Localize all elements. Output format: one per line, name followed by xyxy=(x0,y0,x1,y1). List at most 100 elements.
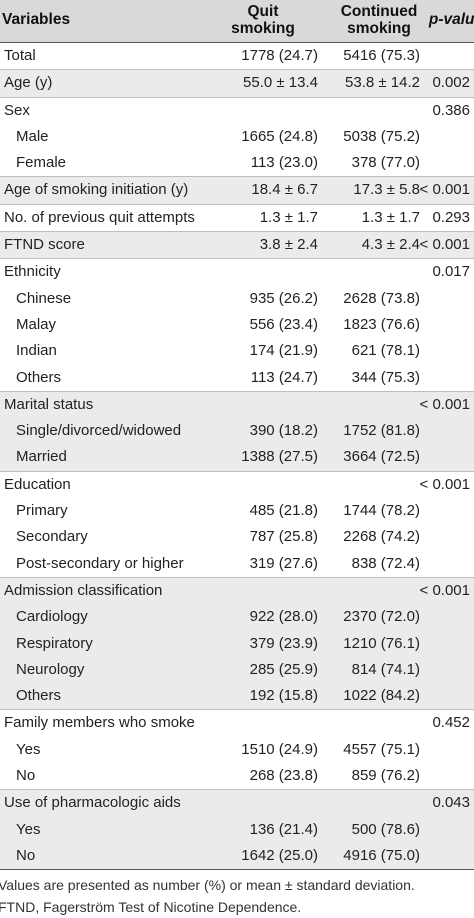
row-label: No. of previous quit attempts xyxy=(4,208,195,226)
row-label: Female xyxy=(16,154,67,172)
row-label: Others xyxy=(16,368,62,386)
row-quit-value: 390 (18.2) xyxy=(249,422,318,440)
row-p-value: < 0.001 xyxy=(419,395,470,413)
row-p-value: 0.452 xyxy=(432,714,470,732)
header-quit-smoking: Quit smoking xyxy=(208,3,318,37)
table-row: Ethnicity 0.017 xyxy=(0,258,474,285)
row-continued-value: 5416 (75.3) xyxy=(343,47,420,64)
row-continued-value: 1823 (76.6) xyxy=(343,315,420,333)
row-quit-value: 55.0 ± 13.4 xyxy=(243,74,318,92)
table-row: Female 113 (23.0) 378 (77.0) xyxy=(0,150,474,176)
table-row: Secondary 787 (25.8) 2268 (74.2) xyxy=(0,524,474,550)
row-quit-value: 192 (15.8) xyxy=(249,687,318,705)
row-label: Respiratory xyxy=(16,634,93,652)
header-p-value: p-value xyxy=(428,11,474,28)
row-continued-value: 1.3 ± 1.7 xyxy=(361,208,420,226)
row-p-value: 0.002 xyxy=(432,74,470,92)
row-quit-value: 556 (23.4) xyxy=(249,315,318,333)
table-row: Neurology 285 (25.9) 814 (74.1) xyxy=(0,656,474,684)
row-continued-value: 1752 (81.8) xyxy=(343,422,420,440)
row-continued-value: 2268 (74.2) xyxy=(343,528,420,546)
row-label: Others xyxy=(16,687,62,705)
table-row: Cardiology 922 (28.0) 2370 (72.0) xyxy=(0,604,474,631)
header-quit-line2: smoking xyxy=(231,20,295,37)
table-row: Malay 556 (23.4) 1823 (76.6) xyxy=(0,312,474,338)
row-continued-value: 621 (78.1) xyxy=(351,342,420,360)
row-quit-value: 113 (24.7) xyxy=(250,368,318,386)
row-label: Secondary xyxy=(16,528,88,546)
row-label: Single/divorced/widowed xyxy=(16,422,182,440)
row-quit-value: 1510 (24.9) xyxy=(241,740,318,758)
row-label: Education xyxy=(4,475,71,493)
row-label: Use of pharmacologic aids xyxy=(4,794,181,812)
table-row: Respiratory 379 (23.9) 1210 (76.1) xyxy=(0,630,474,657)
row-continued-value: 344 (75.3) xyxy=(351,368,420,386)
row-label: Sex xyxy=(4,101,30,119)
row-label: Yes xyxy=(16,820,41,838)
table-row: Married 1388 (27.5) 3664 (72.5) xyxy=(0,444,474,471)
row-p-value: < 0.001 xyxy=(419,181,470,199)
table-row: No 268 (23.8) 859 (76.2) xyxy=(0,763,474,789)
row-quit-value: 935 (26.2) xyxy=(249,289,318,307)
row-label: FTND score xyxy=(4,236,85,254)
row-continued-value: 814 (74.1) xyxy=(351,660,420,678)
table-row: Age of smoking initiation (y) 18.4 ± 6.7 1… xyxy=(0,176,474,204)
row-p-value: < 0.001 xyxy=(419,475,470,493)
footnote-ftnd: FTND, Fagerström Test of Nicotine Depend… xyxy=(0,899,302,916)
row-p-value: 0.293 xyxy=(432,208,470,226)
row-p-value: < 0.001 xyxy=(419,581,470,599)
table-row: Use of pharmacologic aids 0.043 xyxy=(0,789,474,817)
row-quit-value: 268 (23.8) xyxy=(249,767,318,785)
table-header: Variables Quit smoking Continued smoking… xyxy=(0,0,474,43)
row-label: Family members who smoke xyxy=(4,714,195,732)
header-cont-line2: smoking xyxy=(347,20,411,37)
row-label: Indian xyxy=(16,342,57,360)
table-row: Post-secondary or higher 319 (27.6) 838 (7… xyxy=(0,551,474,577)
row-quit-value: 174 (21.9) xyxy=(249,342,318,360)
row-label: Admission classification xyxy=(4,581,163,599)
table-row: Admission classification < 0.001 xyxy=(0,576,474,605)
row-quit-value: 113 (23.0) xyxy=(250,154,318,172)
row-continued-value: 5038 (75.2) xyxy=(343,127,420,145)
row-label: Marital status xyxy=(4,395,94,413)
row-quit-value: 3.8 ± 2.4 xyxy=(259,236,318,254)
row-continued-value: 17.3 ± 5.8 xyxy=(353,181,420,199)
row-p-value: 0.386 xyxy=(432,101,470,119)
row-label: Ethnicity xyxy=(4,263,61,281)
row-label: Chinese xyxy=(16,289,72,307)
row-quit-value: 922 (28.0) xyxy=(249,608,318,626)
row-quit-value: 1778 (24.7) xyxy=(241,47,318,64)
row-continued-value: 4916 (75.0) xyxy=(343,846,420,864)
row-p-value: 0.017 xyxy=(432,263,470,281)
row-label: Primary xyxy=(16,502,68,520)
table-row: No. of previous quit attempts 1.3 ± 1.7 1.… xyxy=(0,203,474,231)
row-continued-value: 378 (77.0) xyxy=(351,154,420,172)
row-quit-value: 485 (21.8) xyxy=(249,502,318,520)
row-quit-value: 787 (25.8) xyxy=(249,528,318,546)
row-label: Malay xyxy=(16,315,57,333)
row-label: Age (y) xyxy=(4,74,53,92)
footnotes: Values are presented as number (%) or me… xyxy=(0,870,474,918)
table-row: FTND score 3.8 ± 2.4 4.3 ± 2.4 < 0.001 xyxy=(0,231,474,259)
row-continued-value: 2370 (72.0) xyxy=(343,608,420,626)
row-label: No xyxy=(16,846,36,864)
row-quit-value: 1665 (24.8) xyxy=(241,127,318,145)
row-continued-value: 4557 (75.1) xyxy=(343,740,420,758)
row-label: Cardiology xyxy=(16,608,88,626)
row-label: Male xyxy=(16,127,49,145)
row-label: Married xyxy=(16,448,67,466)
row-quit-value: 18.4 ± 6.7 xyxy=(251,181,318,199)
table-row: Age (y) 55.0 ± 13.4 53.8 ± 14.2 0.002 xyxy=(0,69,474,97)
row-continued-value: 838 (72.4) xyxy=(351,554,420,572)
header-variables: Variables xyxy=(2,11,71,28)
table-row: Others 192 (15.8) 1022 (84.2) xyxy=(0,683,474,710)
row-continued-value: 4.3 ± 2.4 xyxy=(361,236,420,254)
row-quit-value: 1642 (25.0) xyxy=(241,846,318,864)
header-continued-smoking: Continued smoking xyxy=(324,3,434,37)
row-continued-value: 2628 (73.8) xyxy=(343,289,420,307)
row-p-value: < 0.001 xyxy=(419,236,470,254)
table-row: Primary 485 (21.8) 1744 (78.2) xyxy=(0,498,474,524)
header-cont-line1: Continued xyxy=(340,3,418,20)
table-row: Total 1778 (24.7) 5416 (75.3) xyxy=(0,43,474,69)
